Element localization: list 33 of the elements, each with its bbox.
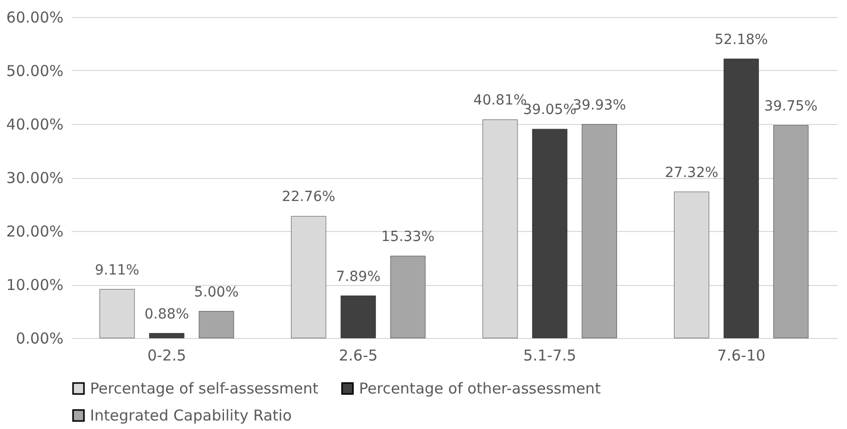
data-label: 40.81%	[473, 92, 527, 109]
x-tick-label: 5.1-7.5	[523, 346, 576, 364]
data-label: 9.11%	[94, 262, 140, 278]
legend-label: Percentage of other-assessment	[359, 380, 601, 398]
y-tick-label: 30.00%	[6, 169, 64, 187]
bar	[198, 311, 234, 338]
bar	[100, 289, 135, 338]
legend-label: Integrated Capability Ratio	[90, 406, 292, 424]
data-label: 0.88%	[144, 306, 189, 322]
y-tick-label: 40.00%	[6, 116, 64, 134]
data-label: 52.18%	[714, 32, 768, 48]
bar	[390, 256, 426, 338]
data-label: 22.76%	[282, 189, 336, 206]
y-tick-label: 60.00%	[6, 8, 64, 26]
bar	[340, 296, 376, 338]
y-tick-label: 20.00%	[6, 222, 64, 240]
y-tick-label: 0.00%	[16, 330, 64, 348]
bar	[582, 124, 617, 338]
x-tick-label: 2.6-5	[338, 346, 378, 364]
x-tick-label: 0-2.5	[147, 346, 186, 364]
x-tick-label: 7.6-10	[717, 346, 766, 364]
bar	[724, 58, 759, 338]
data-label: 5.00%	[194, 284, 239, 300]
y-tick-label: 10.00%	[6, 276, 64, 294]
bar	[773, 125, 808, 338]
data-label: 7.89%	[336, 268, 380, 285]
data-label: 39.75%	[764, 98, 818, 114]
legend-label: Percentage of self-assessment	[90, 380, 318, 398]
data-label: 15.33%	[381, 228, 435, 245]
data-label: 27.32%	[664, 164, 718, 181]
y-tick-label: 50.00%	[6, 62, 64, 80]
bar	[532, 128, 568, 338]
bar	[149, 333, 184, 338]
